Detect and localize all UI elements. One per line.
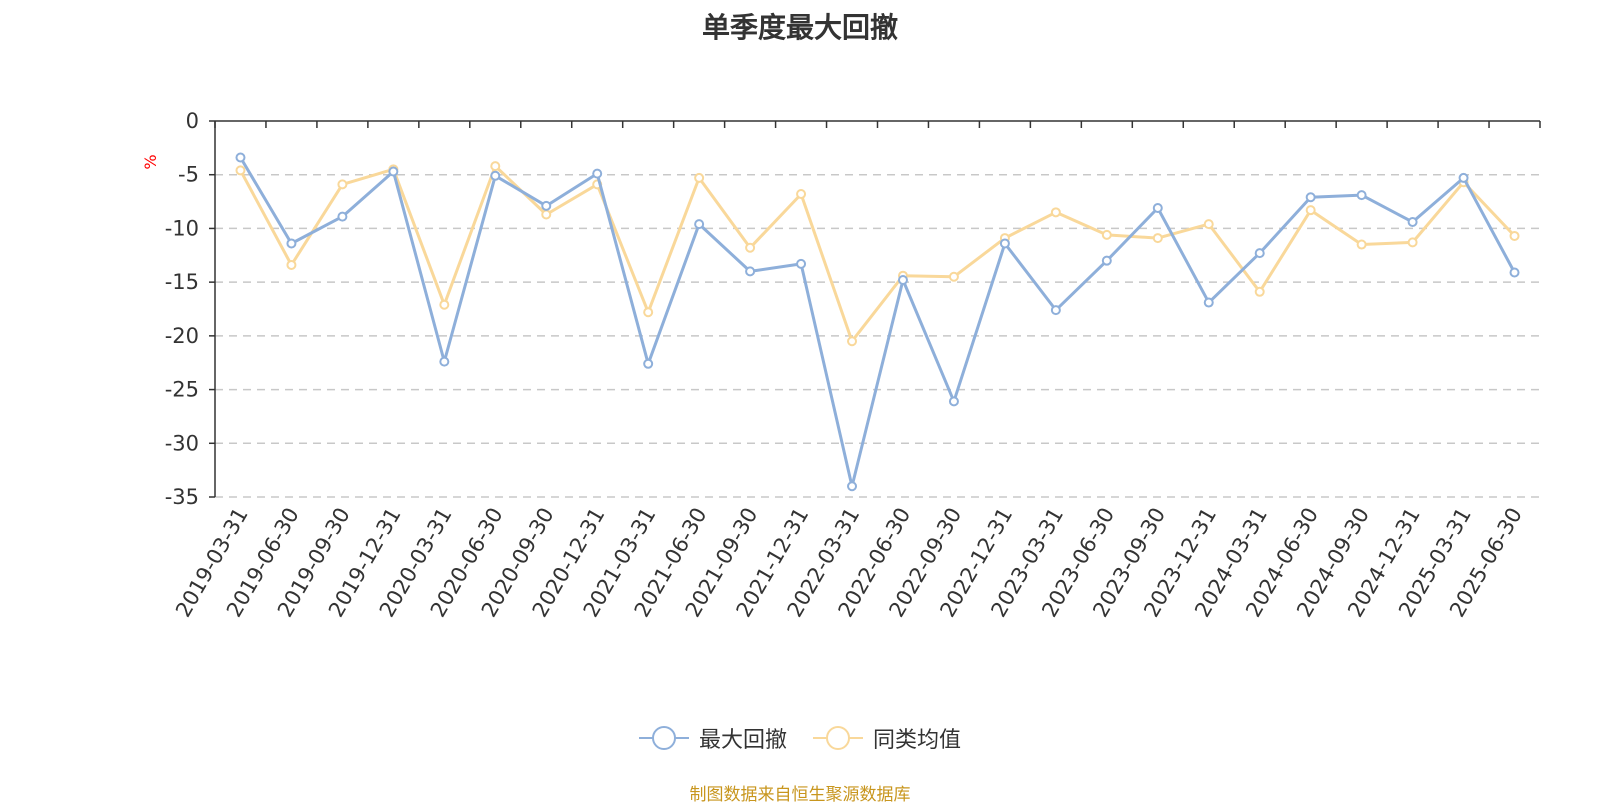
data-point	[1050, 207, 1061, 218]
data-point	[948, 271, 959, 282]
data-point	[1509, 267, 1520, 278]
legend-line-circle-icon	[638, 725, 689, 751]
data-point	[847, 336, 858, 347]
y-tick-label: -5	[178, 163, 199, 187]
legend: 最大回撤 同类均值	[0, 722, 1600, 754]
data-point	[235, 152, 246, 163]
data-point	[643, 307, 654, 318]
y-tick-label: -35	[165, 485, 199, 509]
data-point	[1305, 192, 1316, 203]
y-tick-label: -10	[165, 216, 199, 240]
data-point	[439, 356, 450, 367]
data-point	[337, 179, 348, 190]
series-line	[239, 156, 1516, 488]
data-point	[286, 238, 297, 249]
data-point	[643, 358, 654, 369]
data-point	[948, 396, 959, 407]
data-point	[490, 161, 501, 172]
legend-line-circle-icon	[813, 725, 863, 751]
data-point	[897, 274, 908, 285]
data-point	[1101, 229, 1112, 240]
series-layer	[235, 152, 1520, 492]
data-point	[1305, 205, 1316, 216]
series-peer-average	[235, 161, 1520, 347]
data-point	[694, 219, 705, 230]
y-tick-label: -20	[165, 324, 199, 348]
y-tick-label: -15	[165, 270, 199, 294]
series-line	[239, 164, 1516, 343]
data-point	[337, 211, 348, 222]
legend-label: 同类均值	[873, 728, 962, 753]
chart-title: 单季度最大回撤	[701, 11, 898, 44]
data-point	[847, 481, 858, 492]
data-point	[1254, 286, 1265, 297]
y-axis-label: %	[141, 154, 160, 169]
data-point	[745, 266, 756, 277]
grid-lines	[215, 173, 1540, 498]
data-point	[541, 209, 552, 220]
data-point	[694, 172, 705, 183]
axes: 0-5-10-15-20-25-30-352019-03-312019-06-3…	[165, 109, 1541, 621]
data-point	[490, 170, 501, 181]
data-point	[1458, 172, 1469, 183]
data-point	[286, 259, 297, 270]
source-note: 制图数据来自恒生聚源数据库	[689, 785, 911, 805]
legend-item-peer-average[interactable]: 同类均值	[813, 722, 961, 754]
data-point	[439, 299, 450, 310]
data-point	[1356, 239, 1367, 250]
data-point	[592, 168, 603, 179]
data-point	[1356, 190, 1367, 201]
data-point	[1509, 230, 1520, 241]
legend-item-max-drawdown[interactable]: 最大回撤	[638, 722, 787, 754]
data-point	[1050, 305, 1061, 316]
legend-label: 最大回撤	[698, 728, 787, 753]
data-point	[1101, 255, 1112, 266]
data-point	[1407, 237, 1418, 248]
data-point	[1152, 233, 1163, 244]
data-point	[745, 242, 756, 253]
series-max-drawdown	[235, 152, 1520, 492]
data-point	[541, 200, 552, 211]
y-tick-label: 0	[186, 109, 199, 133]
data-point	[796, 258, 807, 269]
data-point	[1203, 297, 1214, 308]
data-point	[796, 189, 807, 200]
data-point	[1407, 216, 1418, 227]
data-point	[388, 166, 399, 177]
data-point	[235, 165, 246, 176]
y-tick-label: -30	[165, 431, 199, 455]
y-tick-label: -25	[165, 378, 199, 402]
data-point	[999, 238, 1010, 249]
data-point	[1152, 203, 1163, 214]
data-point	[1254, 248, 1265, 259]
data-point	[1203, 219, 1214, 230]
